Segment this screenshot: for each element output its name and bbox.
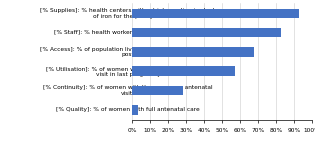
Bar — [132, 8, 299, 18]
Bar — [132, 47, 255, 57]
Bar — [132, 105, 138, 115]
Bar — [132, 28, 281, 37]
Bar — [132, 86, 183, 95]
Bar — [132, 66, 235, 76]
